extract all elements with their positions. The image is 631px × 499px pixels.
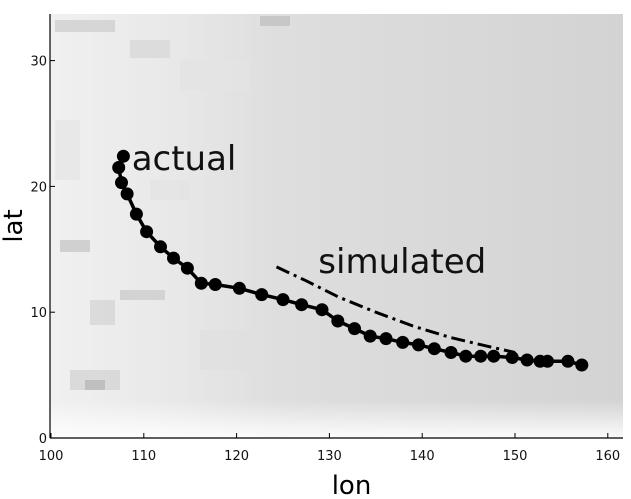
- x-tick-label: 110: [131, 449, 156, 464]
- data-point: [379, 332, 393, 346]
- land-patch: [180, 60, 250, 90]
- x-axis-label: lon: [332, 471, 372, 499]
- data-point: [363, 329, 377, 343]
- x-tick-label: 100: [39, 449, 64, 464]
- land-patch: [200, 330, 250, 370]
- data-point: [180, 261, 194, 275]
- land-patch: [60, 240, 90, 252]
- data-point: [505, 351, 519, 364]
- data-point: [444, 346, 458, 359]
- data-point: [575, 358, 589, 372]
- map-background: [50, 14, 623, 438]
- data-point: [129, 207, 143, 221]
- data-point: [208, 278, 222, 291]
- land-patch: [55, 120, 80, 180]
- series-layer: [112, 149, 589, 372]
- data-point: [474, 349, 488, 363]
- data-point: [459, 349, 473, 363]
- data-point: [541, 354, 554, 368]
- data-point: [112, 161, 126, 174]
- data-point: [232, 281, 246, 295]
- y-tick-label: 20: [30, 180, 47, 195]
- data-point: [120, 187, 134, 201]
- data-point: [315, 303, 329, 317]
- land-patch: [120, 290, 165, 300]
- y-axis-label: lat: [0, 209, 29, 242]
- data-point: [115, 176, 128, 190]
- x-tick-label: 140: [410, 449, 435, 464]
- x-tick-label: 130: [317, 449, 342, 464]
- annotation-simulated: simulated: [318, 242, 486, 282]
- data-point: [276, 293, 290, 307]
- land-patch: [85, 380, 105, 390]
- data-point: [194, 276, 208, 290]
- data-point: [412, 338, 425, 352]
- y-tick-label: 30: [30, 55, 47, 70]
- data-point: [255, 288, 269, 302]
- x-tick-label: 120: [224, 449, 249, 464]
- data-point: [295, 298, 309, 312]
- land-patch: [130, 40, 170, 58]
- plot-area: [50, 14, 623, 438]
- data-point: [520, 353, 534, 367]
- land-patch: [150, 180, 190, 200]
- y-tick-label: 10: [30, 306, 47, 321]
- data-point: [487, 349, 501, 363]
- data-point: [331, 314, 345, 328]
- x-tick-label: 150: [503, 449, 528, 464]
- series-line-1: [275, 265, 516, 354]
- axes: 100 110 120 130 140 150 160 0 10 20 30: [30, 14, 623, 464]
- land-patch: [260, 16, 290, 26]
- land-patch: [55, 20, 115, 32]
- data-point: [140, 225, 154, 239]
- data-point: [154, 240, 167, 254]
- data-point: [561, 354, 575, 368]
- y-tick-label: 0: [39, 432, 47, 447]
- annotation-actual: actual: [132, 139, 237, 179]
- bottom-fade: [50, 400, 623, 438]
- data-point: [396, 335, 410, 349]
- data-point: [427, 342, 441, 356]
- data-point: [167, 251, 180, 265]
- data-point: [116, 149, 130, 163]
- data-point: [348, 322, 361, 336]
- land-patch: [90, 300, 115, 325]
- x-tick-label: 160: [595, 449, 620, 464]
